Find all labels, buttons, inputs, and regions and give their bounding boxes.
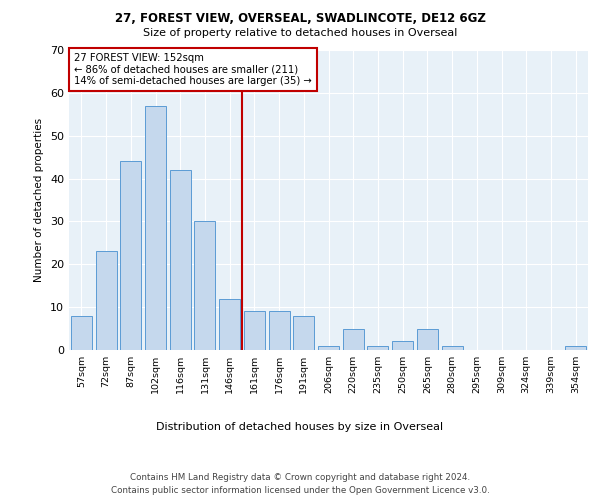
- Bar: [318, 346, 339, 350]
- Bar: [170, 170, 191, 350]
- Bar: [145, 106, 166, 350]
- Bar: [269, 312, 290, 350]
- Text: Distribution of detached houses by size in Overseal: Distribution of detached houses by size …: [157, 422, 443, 432]
- Bar: [120, 162, 141, 350]
- Bar: [343, 328, 364, 350]
- Bar: [194, 222, 215, 350]
- Bar: [293, 316, 314, 350]
- Bar: [442, 346, 463, 350]
- Y-axis label: Number of detached properties: Number of detached properties: [34, 118, 44, 282]
- Bar: [367, 346, 388, 350]
- Text: Contains HM Land Registry data © Crown copyright and database right 2024.: Contains HM Land Registry data © Crown c…: [130, 472, 470, 482]
- Bar: [244, 312, 265, 350]
- Text: 27 FOREST VIEW: 152sqm
← 86% of detached houses are smaller (211)
14% of semi-de: 27 FOREST VIEW: 152sqm ← 86% of detached…: [74, 53, 312, 86]
- Text: Contains public sector information licensed under the Open Government Licence v3: Contains public sector information licen…: [110, 486, 490, 495]
- Text: 27, FOREST VIEW, OVERSEAL, SWADLINCOTE, DE12 6GZ: 27, FOREST VIEW, OVERSEAL, SWADLINCOTE, …: [115, 12, 485, 26]
- Bar: [95, 252, 116, 350]
- Bar: [392, 342, 413, 350]
- Bar: [71, 316, 92, 350]
- Text: Size of property relative to detached houses in Overseal: Size of property relative to detached ho…: [143, 28, 457, 38]
- Bar: [565, 346, 586, 350]
- Bar: [417, 328, 438, 350]
- Bar: [219, 298, 240, 350]
